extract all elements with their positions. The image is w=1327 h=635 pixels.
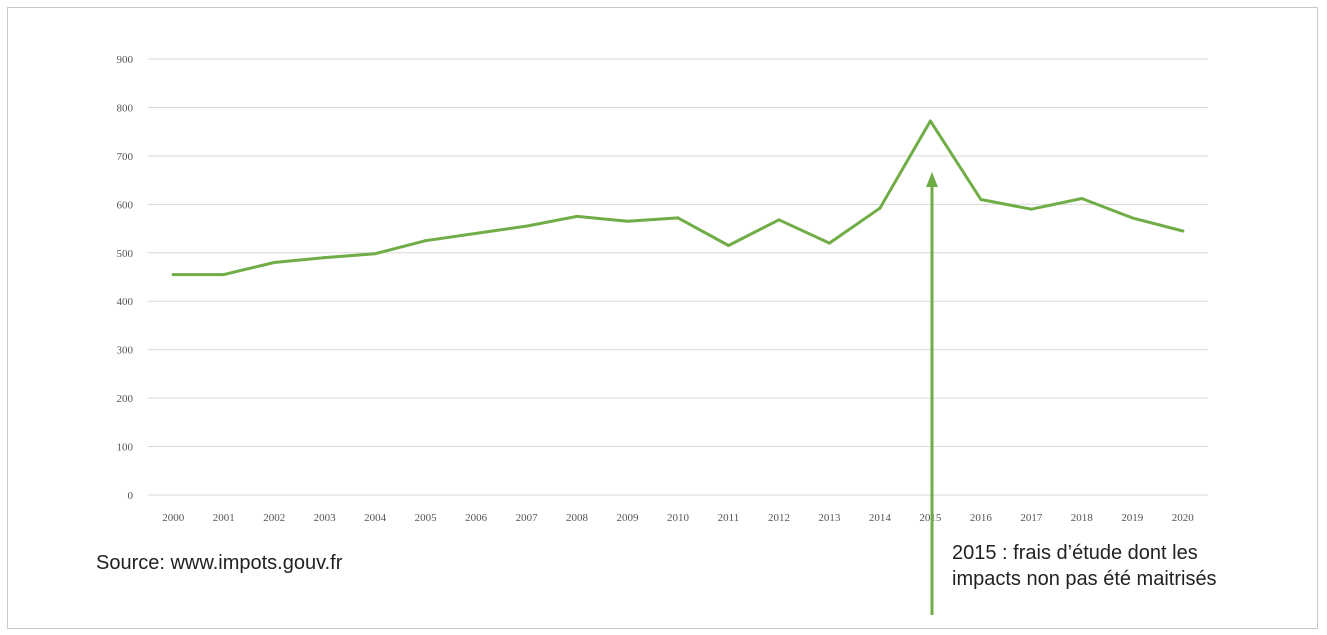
data-point: [323, 256, 327, 260]
x-tick-label: 2018: [1071, 512, 1094, 524]
x-tick-label: 2014: [869, 512, 892, 524]
x-tick-label: 2009: [617, 512, 640, 524]
annotation-note: 2015 : frais d’étude dont les impacts no…: [952, 542, 1217, 590]
data-point: [878, 206, 882, 210]
data-point: [1029, 207, 1033, 211]
x-tick-label: 2008: [566, 512, 589, 524]
data-point: [575, 214, 579, 218]
y-tick-label: 700: [117, 151, 134, 163]
arrow-head: [926, 172, 938, 187]
x-tick-label: 2004: [364, 512, 387, 524]
y-axis-ticks: 0 100 200 300 400 500 600 700 800 900: [117, 54, 134, 502]
y-tick-label: 800: [117, 102, 134, 114]
x-axis-ticks: 2000 2001 2002 2003 2004 2005 2006 2007 2008 2009…: [162, 512, 1194, 524]
data-point: [424, 239, 428, 243]
data-point: [726, 244, 730, 248]
x-tick-label: 2000: [162, 512, 185, 524]
x-tick-label: 2006: [465, 512, 488, 524]
y-tick-label: 200: [117, 393, 134, 405]
y-tick-label: 400: [117, 296, 134, 308]
data-point: [777, 218, 781, 222]
data-point: [928, 119, 932, 123]
y-tick-label: 0: [128, 490, 134, 502]
data-point: [474, 231, 478, 235]
annotation-arrow: [926, 172, 938, 615]
x-tick-label: 2013: [818, 512, 841, 524]
x-tick-label: 2007: [516, 512, 539, 524]
y-tick-label: 100: [117, 442, 134, 454]
series-layer: [171, 119, 1185, 277]
data-point: [1080, 197, 1084, 201]
data-point: [171, 273, 175, 277]
series-line: [171, 119, 1185, 277]
data-point: [1130, 216, 1134, 220]
data-point: [222, 273, 226, 277]
data-point: [373, 252, 377, 256]
y-tick-label: 900: [117, 54, 134, 66]
x-tick-label: 2011: [718, 512, 740, 524]
x-tick-label: 2005: [415, 512, 438, 524]
x-tick-label: 2002: [263, 512, 285, 524]
data-point: [979, 197, 983, 201]
data-point: [827, 241, 831, 245]
x-tick-label: 2010: [667, 512, 690, 524]
x-tick-label: 2012: [768, 512, 790, 524]
chart-frame: [7, 7, 1318, 629]
gridlines: [148, 58, 1208, 496]
y-tick-label: 600: [117, 199, 134, 211]
data-point: [525, 224, 529, 228]
source-caption: Source: www.impots.gouv.fr: [96, 552, 343, 574]
data-point: [676, 216, 680, 220]
x-tick-label: 2016: [970, 512, 993, 524]
x-tick-label: 2019: [1121, 512, 1144, 524]
x-tick-label: 2001: [213, 512, 235, 524]
data-point: [626, 219, 630, 223]
x-tick-label: 2020: [1172, 512, 1195, 524]
x-tick-label: 2003: [314, 512, 337, 524]
y-tick-label: 500: [117, 248, 134, 260]
x-tick-label: 2017: [1020, 512, 1043, 524]
data-point: [1181, 229, 1185, 233]
y-tick-label: 300: [117, 345, 134, 357]
data-point: [272, 260, 276, 264]
